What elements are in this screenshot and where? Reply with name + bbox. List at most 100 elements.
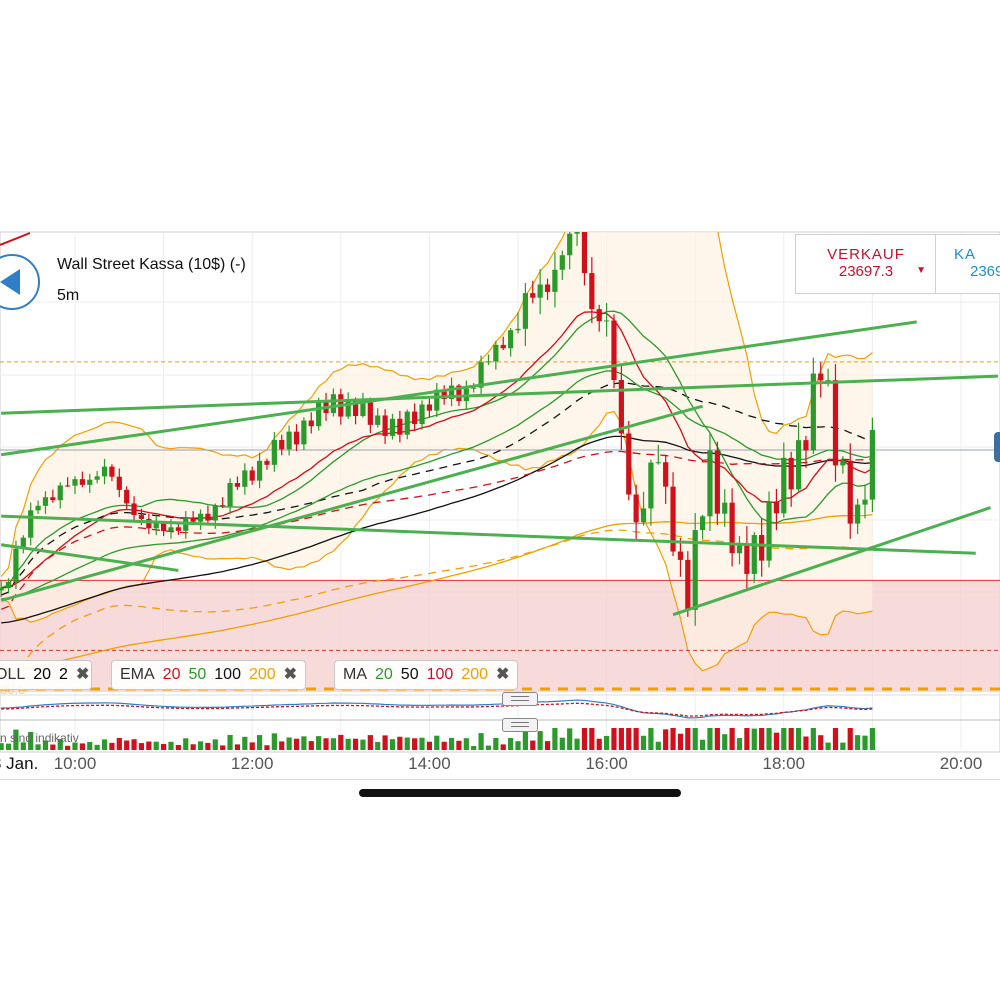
candle-body [648, 462, 654, 509]
close-icon[interactable]: ✖ [283, 666, 298, 683]
indicator-chip-ema[interactable]: EMA 20 50 100 200 ✖ [111, 660, 307, 690]
panel-resize-handle[interactable] [502, 718, 538, 732]
volume-bar [751, 728, 757, 750]
candle-body [57, 485, 63, 501]
candle-body [618, 380, 624, 434]
volume-bar [345, 738, 351, 750]
volume-bar [382, 735, 388, 750]
indicator-chip-ma[interactable]: MA 20 50 100 200 ✖ [334, 660, 519, 690]
candle-body [781, 457, 787, 514]
volume-bar [626, 728, 632, 750]
candle-body [626, 433, 632, 495]
volume-bar [699, 739, 706, 750]
candle-body [65, 485, 71, 487]
candle-body [109, 466, 115, 477]
candle-body [803, 440, 809, 451]
volume-bar [279, 741, 285, 750]
candle-body [168, 527, 174, 532]
candle-body [640, 508, 647, 523]
volume-bar [847, 728, 853, 750]
volume-bar [57, 739, 63, 750]
back-button[interactable] [0, 254, 40, 310]
ema200-line [1, 513, 873, 674]
volume-bar [65, 745, 71, 750]
panel-resize-handle[interactable] [502, 692, 538, 706]
volume-bar [677, 733, 684, 750]
candle-body [5, 581, 12, 588]
volume-bar [463, 738, 469, 750]
volume-bar [862, 735, 868, 750]
candle-body [146, 518, 152, 529]
sell-button[interactable]: VERKAUF 23697.3 ▼ [795, 234, 937, 294]
candle-body [567, 233, 573, 256]
volume-bar [50, 744, 56, 750]
candle-body [279, 439, 285, 450]
candle-body [722, 502, 728, 514]
candle-body [869, 429, 875, 500]
candle-body [500, 344, 506, 349]
ema20-line [1, 311, 873, 589]
candle-body [35, 505, 41, 511]
volume-bar [264, 745, 270, 750]
volume-bar [330, 738, 337, 750]
volume-bar [574, 738, 580, 750]
candle-body [537, 284, 543, 298]
close-icon[interactable]: ✖ [75, 666, 90, 683]
volume-bar [803, 736, 809, 750]
candle-body [367, 401, 373, 425]
candle-body [832, 380, 839, 466]
buy-button[interactable]: KA 2369 [935, 234, 1000, 294]
volume-bar [419, 737, 425, 750]
chip-label: OLL [0, 666, 26, 683]
candle-body [426, 404, 432, 411]
timeframe-label[interactable]: 5m [57, 287, 80, 304]
x-tick-label: 20:00 [939, 754, 983, 773]
candle-body [352, 399, 359, 417]
chip-label: MA [343, 666, 367, 683]
volume-bar [94, 744, 100, 750]
bollinger-band-fill [1, 232, 873, 671]
candle-body [375, 415, 381, 425]
volume-bar [131, 739, 137, 750]
ema50-line [1, 370, 873, 600]
candle-body [633, 494, 639, 523]
candle-body [544, 284, 551, 292]
volume-bar [79, 743, 85, 750]
chip-param: 20 [375, 666, 393, 683]
volume-bar [286, 737, 292, 750]
sell-label: VERKAUF [827, 246, 905, 263]
volume-bar [736, 738, 743, 750]
volume-bar [648, 728, 654, 750]
candle-body [412, 411, 418, 425]
indicator-chip-boll[interactable]: OLL 20 2 ✖ [0, 660, 92, 690]
volume-bar [412, 738, 418, 750]
volume-bar [20, 742, 26, 750]
candle-body [699, 516, 706, 531]
candle-body [249, 470, 255, 481]
x-tick-label: 14:00 [408, 754, 451, 773]
volume-bar [242, 736, 248, 750]
volume-bar [744, 728, 750, 750]
chip-param: 20 [162, 666, 181, 683]
volume-bar [109, 742, 115, 750]
candle-body [397, 418, 403, 435]
drawing-line-red[interactable] [0, 232, 31, 246]
candle-body [242, 470, 248, 487]
candle-body [87, 479, 93, 485]
candle-body [810, 373, 816, 451]
candle-body [596, 309, 602, 322]
trendline [0, 543, 179, 572]
candle-body [670, 486, 676, 552]
candle-body [456, 385, 462, 402]
candle-body [286, 431, 292, 450]
volume-bar [448, 737, 455, 750]
candle-body [552, 269, 558, 292]
volume-bar [316, 736, 322, 750]
volume-bar [367, 735, 373, 750]
volume-bar [722, 734, 728, 750]
home-indicator[interactable] [359, 789, 681, 797]
candle-body [559, 255, 565, 270]
candle-body [840, 460, 846, 466]
close-icon[interactable]: ✖ [496, 666, 510, 683]
